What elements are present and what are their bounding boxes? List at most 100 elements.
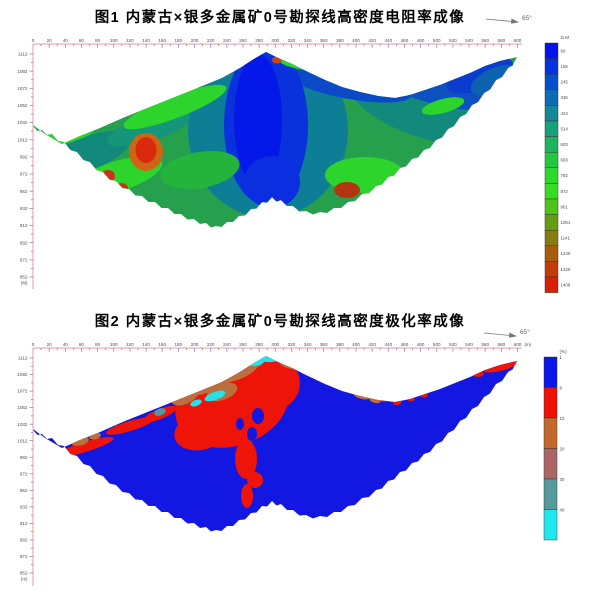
azimuth-arrow-icon: [484, 332, 517, 338]
y-tick-label: 972: [20, 172, 28, 177]
x-tick-label: 120: [126, 342, 134, 347]
x-tick-label: 40: [63, 38, 69, 43]
y-tick-label: 992: [20, 455, 28, 460]
y-tick-label: 972: [20, 471, 28, 476]
section-color-patch: [341, 383, 349, 389]
x-tick-label: 380: [336, 38, 344, 43]
x-tick-label: 80: [95, 342, 101, 347]
x-tick-label: 500: [433, 38, 441, 43]
x-tick-label: 540: [465, 38, 473, 43]
colorbar-segment: [544, 183, 559, 200]
colorbar-segment: [544, 167, 559, 184]
y-tick-label: 992: [20, 155, 28, 160]
colorbar-label: 156: [561, 64, 569, 69]
colorbar-segment: [544, 214, 559, 231]
y-tick-label: 952: [20, 488, 28, 493]
section-color-patch: [380, 396, 388, 402]
colorbar-segment: [544, 58, 559, 75]
x-tick-label: 480: [417, 342, 425, 347]
colorbar-label: 693: [561, 158, 569, 163]
section-color-patch: [202, 374, 218, 384]
x-tick-label: 520: [449, 38, 457, 43]
x-tick-label: 380: [336, 342, 344, 347]
x-tick-label: 120: [126, 38, 134, 43]
figure1-title: 图1 内蒙古×银多金属矿0号勘探线高密度电阻率成像: [94, 10, 466, 26]
colorbar-label: 1320: [561, 267, 571, 272]
y-tick-label: 1072: [17, 86, 28, 91]
colorbar-segment: [544, 229, 559, 247]
x-tick-label: 300: [271, 38, 279, 43]
colorbar-unit: (%): [560, 349, 568, 354]
section-color-patch: [247, 427, 257, 441]
x-tick-label: 560: [481, 38, 489, 43]
x-tick-label: 600: [514, 342, 522, 347]
colorbar-label: 514: [561, 126, 569, 131]
colorbar-label: 1141: [561, 236, 571, 241]
x-tick-label: 240: [223, 342, 231, 347]
colorbar-label: 1051: [561, 220, 571, 225]
y-tick-label: 1112: [18, 356, 28, 361]
x-tick-label: 440: [384, 342, 392, 347]
y-tick-label: 1032: [17, 120, 28, 125]
resistivity-section-plot: 0 20 40 60 80 100 120 140 160 180 200 220 240 260 280 3…: [17, 35, 571, 293]
x-tick-label: 280: [255, 342, 263, 347]
colorbar-label: 8: [560, 385, 563, 390]
x-tick-label: 540: [465, 342, 473, 347]
x-tick-label: 20: [47, 38, 53, 43]
colorbar-label: 1230: [561, 251, 571, 256]
y-axis-unit: (M): [21, 280, 28, 285]
section-color-patch: [59, 447, 67, 453]
colorbar-segment: [543, 417, 558, 449]
x-tick-label: 580: [498, 342, 506, 347]
figure2-azimuth: 65°: [484, 329, 530, 339]
y-tick-label: 892: [20, 240, 28, 245]
polarization-section-plot: 0 20 40 60 80 100 120 140 160 180 200 220 240 260 280 3…: [17, 342, 568, 586]
colorbar-label: 1: [560, 355, 563, 360]
section-color-patch: [252, 408, 264, 424]
section-color-patch: [247, 472, 263, 488]
section-color-patch: [235, 439, 257, 479]
colorbar-label: 40: [560, 507, 565, 512]
colorbar-segment: [543, 478, 558, 510]
x-tick-label: 0: [32, 38, 35, 43]
colorbar-segment: [544, 151, 559, 169]
x-tick-label: 480: [417, 38, 425, 43]
y-tick-label: 1092: [17, 69, 28, 74]
y-tick-label: 952: [20, 189, 28, 194]
x-tick-label: 160: [158, 342, 166, 347]
x-tick-label: 40: [63, 342, 69, 347]
colorbar-segment: [544, 276, 559, 293]
colorbar-label: 66: [561, 48, 566, 53]
y-tick-label: 932: [20, 504, 28, 509]
section-color-patch: [234, 54, 282, 186]
colorbar-label: 1409: [561, 282, 571, 287]
figure1-azimuth: 65°: [486, 15, 532, 25]
y-tick-label: 1012: [17, 438, 28, 443]
x-tick-label: 340: [304, 342, 312, 347]
colorbar-segment: [543, 387, 558, 419]
x-tick-label: 280: [255, 38, 263, 43]
x-tick-label: 240: [223, 38, 231, 43]
section-color-patch: [160, 150, 240, 190]
x-tick-label: 140: [142, 38, 150, 43]
section-color-patch: [244, 156, 300, 208]
y-tick-label: 872: [20, 554, 28, 559]
colorbar-label: 335: [561, 95, 569, 100]
x-tick-label: 220: [207, 38, 215, 43]
section-color-patch: [308, 64, 324, 72]
x-tick-label: 20: [47, 342, 53, 347]
colorbar-label: 424: [561, 111, 569, 116]
x-tick-label: 340: [304, 38, 312, 43]
colorbar-segment: [544, 105, 559, 122]
colorbar-segment: [544, 198, 559, 215]
colorbar-segment: [544, 245, 559, 262]
x-tick-label: 60: [79, 38, 85, 43]
x-tick-label: 360: [320, 38, 328, 43]
y-tick-label: 892: [20, 538, 28, 543]
section-color-patch: [174, 413, 226, 451]
colorbar-label: 782: [561, 173, 569, 178]
resistivity-section-body: [33, 52, 517, 228]
azimuth-arrow-icon: [486, 18, 519, 24]
figure2-azimuth-label: 65°: [520, 329, 530, 336]
x-tick-label: 520: [449, 342, 457, 347]
